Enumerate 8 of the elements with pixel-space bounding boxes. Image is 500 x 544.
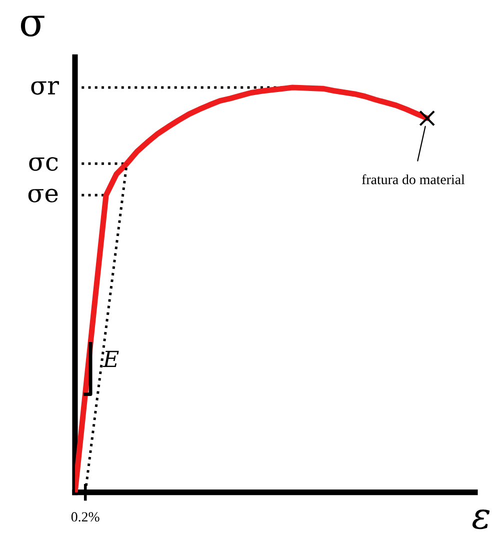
ref-line-label: σe: [28, 188, 58, 202]
annotation: E: [102, 350, 119, 368]
x-axis-title: ε: [472, 510, 490, 530]
annotation: fratura do material: [362, 174, 465, 184]
y-axis-title: σ: [20, 16, 44, 37]
ref-line-label: σc: [29, 157, 58, 171]
text: 0.2%: [71, 512, 100, 522]
ref-line-label: σr: [31, 81, 59, 95]
